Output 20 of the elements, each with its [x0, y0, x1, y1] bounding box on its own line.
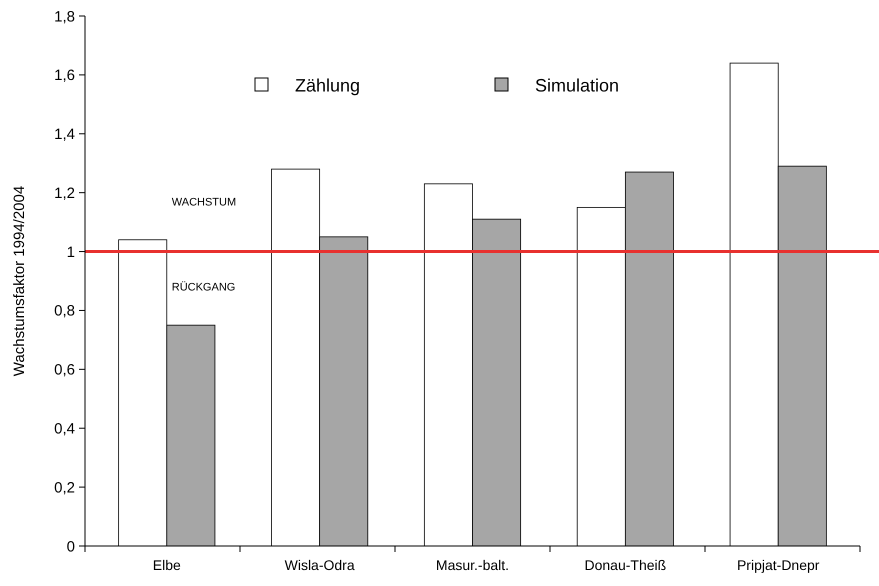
x-tick-label: Donau-Theiß: [584, 557, 666, 573]
y-tick-label: 1,2: [54, 184, 75, 202]
legend-label: Zählung: [295, 75, 360, 96]
y-tick-label: 1,4: [54, 126, 75, 144]
y-tick-label: 0,6: [54, 362, 75, 379]
y-tick-label: 1: [66, 244, 75, 261]
y-tick-label: 0,8: [54, 302, 75, 320]
x-tick-label: Wisla-Odra: [284, 557, 355, 573]
annotation: RÜCKGANG: [172, 280, 236, 294]
y-tick-label: 1,6: [54, 67, 75, 84]
x-tick-label: Elbe: [152, 557, 181, 573]
y-tick-label: 1,8: [54, 8, 75, 26]
y-axis-title: Wachstumsfaktor 1994/2004: [11, 186, 28, 376]
y-tick-label: 0,2: [54, 479, 75, 496]
x-tick-label: Pripjat-Dnepr: [736, 557, 820, 573]
annotation: WACHSTUM: [172, 196, 236, 208]
y-tick-label: 0: [66, 538, 75, 556]
x-tick-label: Masur.-balt.: [436, 557, 510, 573]
legend-label: Simulation: [535, 75, 620, 96]
y-tick-label: 0,4: [54, 420, 75, 438]
